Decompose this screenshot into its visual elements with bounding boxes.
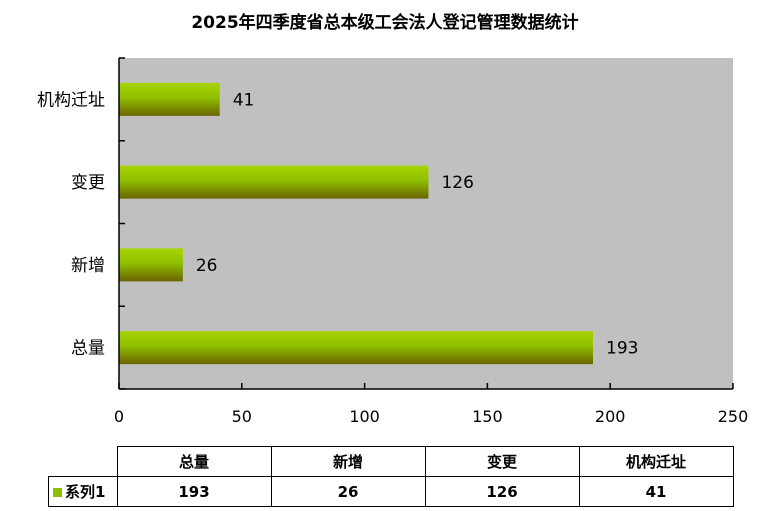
series-label-cell: 系列1	[48, 476, 118, 507]
table-header-cell: 变更	[424, 446, 580, 477]
table-header-cell: 新增	[270, 446, 426, 477]
category-label: 变更	[71, 173, 105, 193]
table-value-cell: 126	[424, 476, 580, 507]
data-label: 193	[606, 339, 638, 359]
data-label: 41	[233, 90, 255, 110]
table-row: 系列1 193 26 126 41	[48, 476, 734, 507]
category-label: 机构迁址	[37, 90, 105, 110]
bar	[119, 82, 220, 116]
bar	[119, 165, 429, 199]
data-label: 126	[441, 173, 473, 193]
series-name: 系列1	[65, 483, 106, 501]
x-tick-label: 200	[595, 407, 626, 426]
chart-title: 2025年四季度省总本级工会法人登记管理数据统计	[191, 13, 579, 33]
table-value-cell: 26	[270, 476, 426, 507]
x-tick-label: 0	[114, 407, 124, 426]
x-tick-label: 150	[472, 407, 503, 426]
table-corner	[48, 446, 118, 477]
table-header-cell: 总量	[116, 446, 272, 477]
category-label: 新增	[71, 256, 105, 276]
bar	[119, 331, 594, 365]
table-value-cell: 193	[116, 476, 272, 507]
table-value-cell: 41	[578, 476, 734, 507]
data-table: 总量 新增 变更 机构迁址 系列1 193 26 126 41	[48, 446, 734, 507]
x-tick-label: 250	[718, 407, 749, 426]
x-tick-label: 50	[232, 407, 252, 426]
bar	[119, 248, 183, 282]
x-tick-label: 100	[349, 407, 380, 426]
legend-key-icon	[53, 488, 62, 497]
table-header-row: 总量 新增 变更 机构迁址	[48, 446, 734, 477]
category-label: 总量	[71, 339, 105, 359]
bar-chart: 193 26 126 41 总量 新增 变更 机构迁址 0 50 100 150 200 250	[37, 57, 749, 426]
table-header-cell: 机构迁址	[578, 446, 734, 477]
data-label: 26	[196, 256, 218, 276]
